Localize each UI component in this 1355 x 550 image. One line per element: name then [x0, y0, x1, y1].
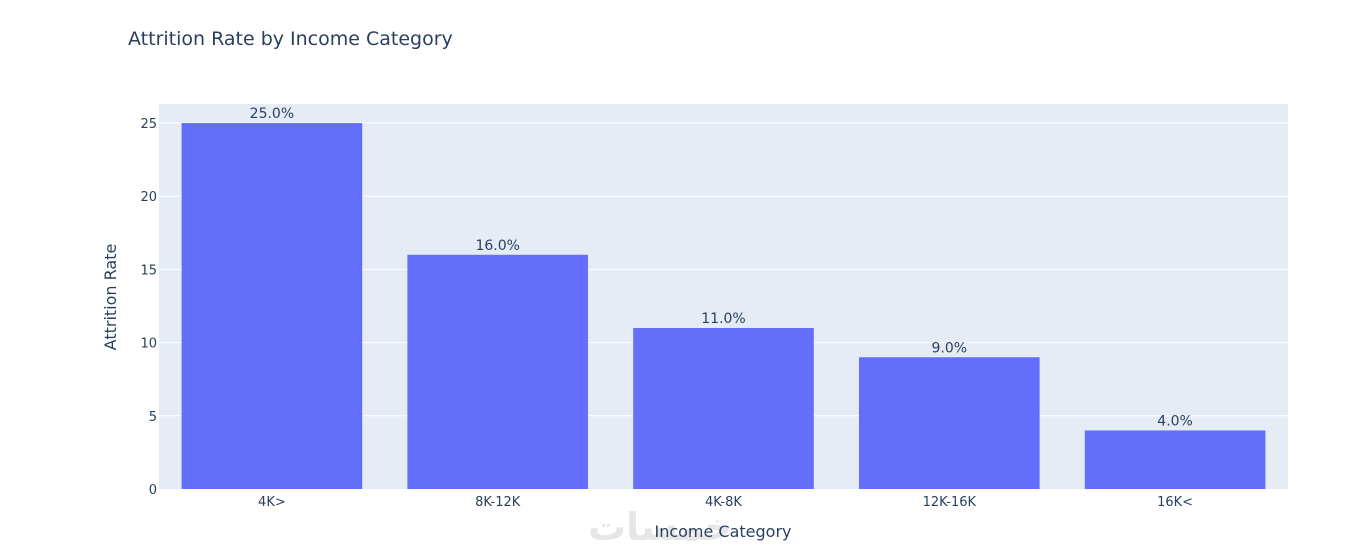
bar-data-label: 11.0% — [701, 311, 745, 327]
bar-data-label: 4.0% — [1157, 413, 1193, 429]
y-tick-label: 5 — [149, 410, 157, 425]
bar-2[interactable] — [407, 254, 589, 489]
y-tick-label: 0 — [149, 483, 157, 498]
bar-data-label: 9.0% — [932, 340, 968, 356]
bar-data-label: 25.0% — [250, 106, 294, 122]
x-axis-title: Income Category — [654, 522, 791, 541]
x-tick-label: 4K> — [258, 495, 286, 510]
y-tick-label: 20 — [140, 190, 157, 205]
bar-4[interactable] — [858, 357, 1040, 489]
bar-3[interactable] — [633, 327, 814, 489]
chart-title: Attrition Rate by Income Category — [128, 28, 453, 50]
bars — [181, 123, 1266, 489]
watermark-logo: خمسات — [588, 505, 732, 549]
bar-data-label: 16.0% — [475, 238, 519, 254]
y-axis-ticks: 0 5 10 15 20 25 — [140, 117, 157, 498]
x-tick-label: 16K< — [1157, 495, 1193, 510]
bar-5[interactable] — [1084, 430, 1266, 489]
y-tick-label: 15 — [140, 263, 157, 278]
x-tick-label: 8K-12K — [475, 495, 521, 510]
x-tick-label: 12K-16K — [923, 495, 977, 510]
y-tick-label: 25 — [140, 117, 157, 132]
x-tick-label: 4K-8K — [705, 495, 742, 510]
x-axis-ticks: 4K> 8K-12K 4K-8K 12K-16K 16K< — [258, 495, 1193, 510]
y-axis-title: Attrition Rate — [101, 244, 120, 351]
y-tick-label: 10 — [140, 337, 157, 352]
bar-1[interactable] — [181, 123, 363, 489]
data-labels: 25.0% 16.0% 11.0% 9.0% 4.0% — [250, 106, 1193, 429]
